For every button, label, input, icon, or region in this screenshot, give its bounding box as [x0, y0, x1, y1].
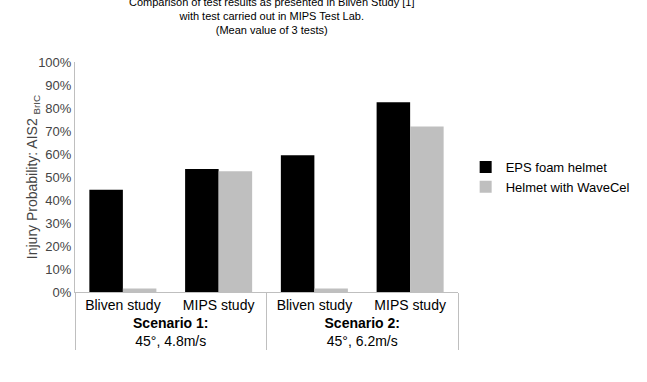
- svg-text:MIPS study: MIPS study: [374, 297, 446, 313]
- svg-text:Bliven study: Bliven study: [85, 297, 160, 313]
- svg-text:60%: 60%: [45, 147, 71, 162]
- svg-text:90%: 90%: [45, 78, 71, 93]
- svg-text:Bliven study: Bliven study: [277, 297, 352, 313]
- svg-text:Injury Probability: AIS2 ​BrIC: Injury Probability: AIS2 ​BrIC​: [24, 95, 42, 259]
- svg-text:Scenario 1:45°, 4.8m/s: Scenario 1:45°, 4.8m/s: [133, 315, 208, 349]
- svg-text:Comparison of test results as: Comparison of test results as presented …: [129, 0, 415, 36]
- svg-text:0%: 0%: [53, 285, 72, 300]
- svg-text:Helmet with WaveCel: Helmet with WaveCel: [506, 180, 630, 195]
- svg-text:20%: 20%: [45, 239, 71, 254]
- svg-text:10%: 10%: [45, 262, 71, 277]
- svg-text:EPS foam helmet: EPS foam helmet: [506, 160, 608, 175]
- svg-text:100%: 100%: [38, 55, 72, 70]
- svg-text:40%: 40%: [45, 193, 71, 208]
- svg-text:70%: 70%: [45, 124, 71, 139]
- svg-text:50%: 50%: [45, 170, 71, 185]
- svg-text:80%: 80%: [45, 101, 71, 116]
- svg-text:30%: 30%: [45, 216, 71, 231]
- svg-text:MIPS study: MIPS study: [183, 297, 255, 313]
- svg-text:Scenario 2:45°, 6.2m/s: Scenario 2:45°, 6.2m/s: [325, 315, 400, 349]
